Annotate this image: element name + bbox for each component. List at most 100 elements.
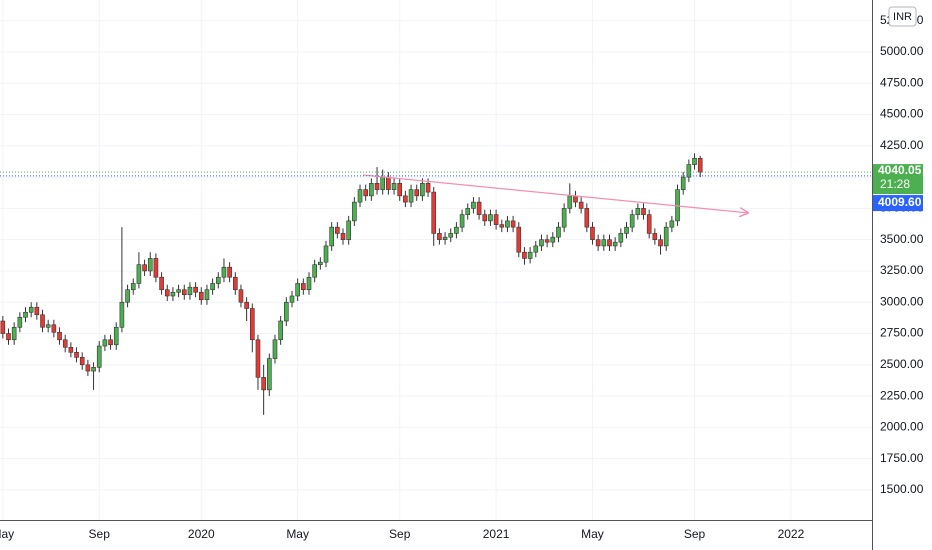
candle-body xyxy=(641,208,646,215)
candle-body xyxy=(561,208,567,228)
y-tick-label: 2500.00 xyxy=(880,357,924,371)
candle-body xyxy=(692,158,697,165)
candle-body xyxy=(363,189,368,197)
candle-body xyxy=(516,226,522,253)
candle-body xyxy=(312,264,317,278)
candle-body xyxy=(618,233,624,243)
candle-body xyxy=(601,239,607,247)
x-tick-label: 2020 xyxy=(188,527,215,541)
price-axis-bg xyxy=(872,0,932,550)
candle-body xyxy=(454,226,459,234)
candle-body xyxy=(170,291,176,297)
candle-body xyxy=(397,183,403,197)
candle-body xyxy=(448,233,454,238)
candle-body xyxy=(663,226,669,247)
last-price-label: 4040.05 xyxy=(878,163,922,177)
candle-body xyxy=(510,220,516,228)
currency-label: INR xyxy=(893,11,912,23)
candle-body xyxy=(278,320,283,341)
candle-body xyxy=(244,301,249,309)
candle-body xyxy=(40,314,45,328)
candle-body xyxy=(499,224,505,228)
candle-body xyxy=(181,289,187,296)
grid xyxy=(0,0,872,520)
candle-body xyxy=(11,326,17,341)
candle-body xyxy=(306,276,312,291)
candle-body xyxy=(437,233,442,240)
candle-body xyxy=(6,333,11,341)
candle-body xyxy=(198,291,204,301)
candle-body xyxy=(680,176,686,190)
x-tick-label: May xyxy=(581,527,604,541)
countdown-label: 21:28 xyxy=(880,177,910,191)
candle-body xyxy=(221,266,227,278)
candle-body xyxy=(289,295,295,303)
candle-body xyxy=(556,226,561,238)
candle-body xyxy=(130,283,136,291)
candle-body xyxy=(79,357,85,366)
candle-body xyxy=(459,214,465,228)
candle-body xyxy=(261,377,266,391)
candle-body xyxy=(352,201,357,222)
candle-body xyxy=(119,301,125,328)
candle-body xyxy=(669,220,675,228)
y-tick-label: 3250.00 xyxy=(880,263,924,277)
candle-body xyxy=(187,286,193,296)
candle-body xyxy=(431,191,437,234)
candle-body xyxy=(408,189,414,203)
candle-body xyxy=(125,289,130,303)
candle-body xyxy=(232,276,238,291)
y-tick-label: 1500.00 xyxy=(880,482,924,496)
candle-body xyxy=(533,245,539,253)
candle-body xyxy=(96,345,102,368)
candle-body xyxy=(210,283,215,291)
candle-body xyxy=(301,283,306,291)
candle-body xyxy=(142,264,147,272)
currency-badge-box xyxy=(888,6,917,27)
candle-body xyxy=(45,324,51,328)
candle-body xyxy=(255,339,261,378)
x-tick-label: 2021 xyxy=(483,527,510,541)
candle-body xyxy=(346,220,351,240)
candle-body xyxy=(153,258,159,278)
candle-body xyxy=(391,183,397,190)
candle-body xyxy=(272,339,278,359)
y-tick-label: 2750.00 xyxy=(880,326,924,340)
candle-body xyxy=(238,289,244,303)
candle-body xyxy=(646,214,652,234)
last-price-box xyxy=(873,164,923,195)
time-axis-bg xyxy=(0,520,872,550)
candle-body xyxy=(550,236,556,243)
candle-body xyxy=(539,239,544,247)
candle-body xyxy=(57,331,62,341)
candle-body xyxy=(113,326,119,346)
candle-body xyxy=(527,251,533,259)
candle-body xyxy=(493,214,499,225)
candle-body xyxy=(193,286,198,293)
y-tick-label: 4750.00 xyxy=(880,75,924,89)
candle-body xyxy=(403,195,408,203)
candle-body xyxy=(482,214,488,222)
candle-body xyxy=(584,208,590,228)
candle-body xyxy=(607,239,612,247)
candle-body xyxy=(204,289,210,301)
x-tick-label: Sep xyxy=(89,527,111,541)
candle-body xyxy=(323,245,329,263)
candle-body xyxy=(357,189,363,203)
y-tick-label: 3500.00 xyxy=(880,232,924,246)
candle-body xyxy=(573,195,578,203)
overlays xyxy=(0,171,872,213)
x-tick-label: May xyxy=(0,527,14,541)
x-tick-label: Sep xyxy=(389,527,411,541)
x-tick-label: 2022 xyxy=(778,527,805,541)
candle-body xyxy=(28,306,34,313)
candle-body xyxy=(369,183,374,197)
y-tick-label: 4500.00 xyxy=(880,107,924,121)
candle-body xyxy=(420,183,425,197)
candle-body xyxy=(215,276,221,284)
candle-body xyxy=(102,339,108,347)
candle-body xyxy=(697,158,703,173)
candle-body xyxy=(612,241,618,247)
candle-body xyxy=(267,358,272,391)
